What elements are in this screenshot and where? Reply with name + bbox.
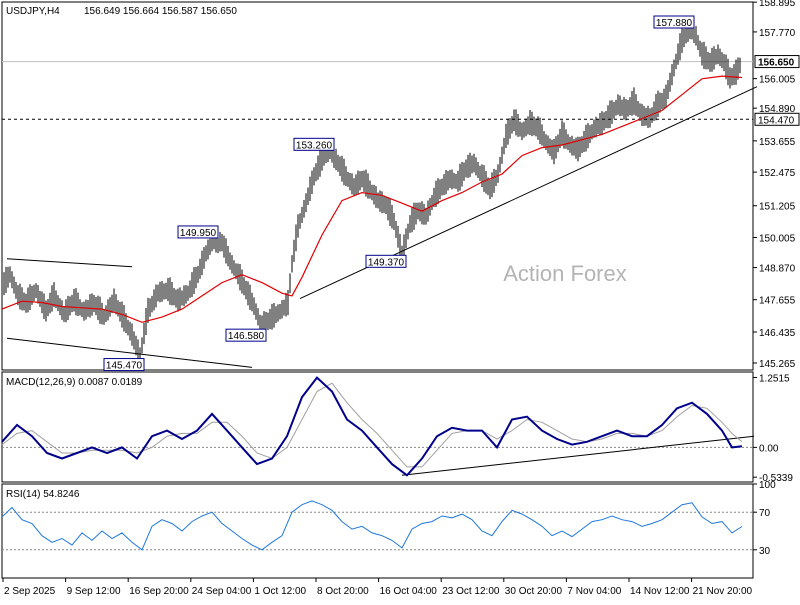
price-annotation-label: 149.370 (368, 257, 405, 268)
moving-average-line (1, 75, 743, 323)
x-tick-label: 9 Sep 12:00 (67, 586, 121, 597)
macd-main-line (1, 376, 743, 477)
x-tick-label: 24 Sep 04:00 (192, 586, 252, 597)
x-tick-label: 2 Sep 2025 (4, 586, 56, 597)
rsi-tick-label: 100 (759, 480, 776, 491)
x-tick-label: 8 Oct 20:00 (317, 586, 369, 597)
rsi-series (1, 500, 753, 551)
current-price-label: 156.650 (758, 58, 795, 69)
price-series: 157.880 153.260 149.950 149.370 146.580 145.4… (1, 15, 758, 372)
price-annotation-box (293, 137, 335, 151)
macd-trendline (401, 435, 755, 476)
price-tick-label: 156.005 (759, 75, 796, 86)
price-tick-label: 150.005 (759, 233, 796, 244)
price-tick-label: 153.655 (759, 137, 796, 148)
price-annotation-box (225, 328, 267, 342)
price-tick-label: 147.655 (759, 296, 796, 307)
x-tick-label: 16 Oct 04:00 (380, 586, 438, 597)
price-tick-label: 152.475 (759, 168, 796, 179)
watermark: Action Forex (503, 261, 627, 286)
rsi-tick-label: 70 (759, 508, 771, 519)
price-tick-label: 154.890 (759, 104, 796, 115)
rsi-pane (1, 483, 754, 579)
price-annotation-box (365, 254, 407, 268)
price-tick-label: 146.435 (759, 328, 796, 339)
x-tick-label: 16 Sep 20:00 (129, 586, 189, 597)
macd-label: MACD(12,26,9) 0.0087 0.0189 (6, 377, 143, 388)
price-tick-label: 151.205 (759, 202, 796, 213)
x-tick-label: 1 Oct 12:00 (254, 586, 306, 597)
macd-pane (1, 371, 754, 483)
x-tick-label: 14 Nov 12:00 (630, 586, 690, 597)
price-annotation-label: 146.580 (228, 331, 265, 342)
rsi-tick-label: 30 (759, 546, 771, 557)
current-price-box (754, 55, 800, 69)
macd-series (1, 376, 755, 477)
price-annotation-label: 149.950 (180, 228, 217, 239)
price-annotation-label: 153.260 (296, 140, 333, 151)
price-annotation-box (103, 358, 145, 372)
price-tick-label: 157.770 (759, 28, 796, 39)
price-tick-label: 148.870 (759, 264, 796, 275)
ohlc-header: 156.649 156.664 156.587 156.650 (84, 6, 237, 17)
price-trendline-2 (6, 337, 253, 368)
macd-tick-label: 1.2515 (759, 374, 790, 385)
rsi-line (1, 500, 743, 551)
x-tick-label: 21 Nov 20:00 (693, 586, 753, 597)
price-tick-label: 158.895 (759, 0, 796, 9)
price-trendline-1 (6, 258, 133, 268)
price-annotation-box (653, 15, 695, 29)
macd-tick-label: -0.5339 (759, 473, 793, 484)
price-annotation-label: 145.470 (106, 361, 143, 372)
macd-tick-label: 0.00 (759, 443, 779, 454)
marked-level-box (754, 112, 800, 126)
price-pane (1, 1, 754, 371)
rsi-label: RSI(14) 54.8246 (6, 489, 80, 500)
price-annotation-box (177, 225, 219, 239)
price-tick-label: 145.265 (759, 359, 796, 370)
price-annotation-label: 157.880 (656, 18, 693, 29)
marked-level-label: 154.470 (758, 115, 795, 126)
x-tick-label: 7 Nov 04:00 (567, 586, 621, 597)
x-tick-label: 23 Oct 12:00 (442, 586, 500, 597)
x-tick-label: 30 Oct 20:00 (505, 586, 563, 597)
symbol-label: USDJPY,H4 (6, 6, 60, 17)
